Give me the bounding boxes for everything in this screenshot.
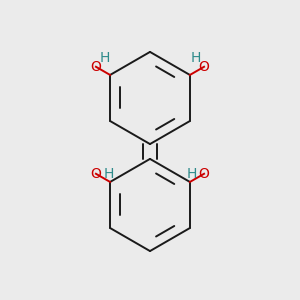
Text: H: H	[100, 51, 110, 65]
Text: O: O	[91, 60, 101, 74]
Text: H: H	[103, 167, 114, 181]
Text: O: O	[91, 167, 101, 181]
Text: O: O	[199, 167, 209, 181]
Text: H: H	[190, 51, 200, 65]
Text: H: H	[186, 167, 197, 181]
Text: O: O	[199, 60, 209, 74]
